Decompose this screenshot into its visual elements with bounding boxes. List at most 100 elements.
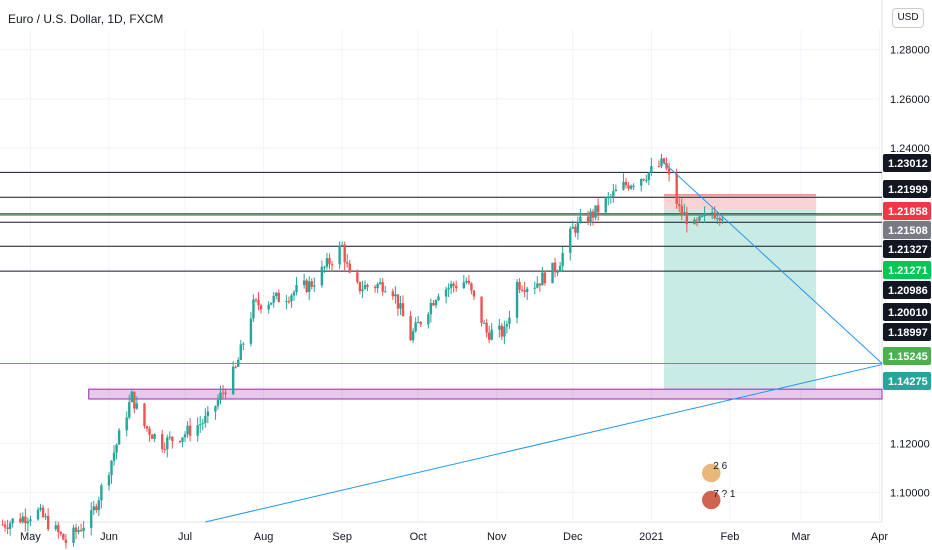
candle-body [330, 264, 334, 266]
x-tick-label: 2021 [639, 531, 663, 543]
event-count-label: 2 6 [713, 461, 727, 472]
candle-body [1, 524, 4, 526]
y-tick-label: 1.26000 [890, 94, 930, 106]
candle-body [310, 281, 313, 287]
x-tick-label: Nov [487, 531, 507, 543]
candle-body [713, 212, 716, 219]
candle-body [591, 211, 595, 218]
candle-body [133, 391, 136, 409]
candle-body [166, 437, 169, 450]
x-tick-label: Oct [410, 531, 427, 543]
price-tag [883, 281, 931, 299]
candle-body [378, 282, 382, 284]
candle-body [449, 283, 453, 288]
candle-body [366, 284, 369, 287]
x-tick-label: Feb [720, 531, 739, 543]
candle-body [219, 392, 222, 400]
candle-body [452, 283, 455, 286]
candle-body [503, 326, 506, 337]
candle-body [135, 403, 139, 409]
candle-body [381, 282, 384, 292]
candle-body [662, 158, 666, 164]
candle-body [553, 262, 557, 273]
candle-body [490, 329, 493, 340]
candle-body [36, 509, 40, 520]
candle-body [650, 166, 653, 173]
candle-body [188, 425, 192, 436]
candle-body [290, 295, 293, 302]
candle-body [409, 316, 412, 341]
price-tag [883, 323, 931, 341]
candle-body [130, 391, 133, 403]
candle-body [394, 294, 397, 297]
price-tag [883, 154, 931, 172]
y-tick-label: 1.12000 [890, 438, 930, 450]
candle-body [145, 426, 149, 429]
candle-body [627, 185, 630, 189]
candle-body [718, 218, 721, 221]
candle-body [693, 219, 696, 225]
candle-body [320, 266, 324, 286]
candle-body [277, 292, 280, 303]
candle-body [716, 218, 719, 220]
candle-body [614, 189, 618, 192]
currency-button[interactable]: USD [892, 8, 924, 28]
candle-body [508, 317, 511, 325]
candle-body [24, 516, 27, 524]
x-tick-label: Apr [871, 531, 888, 543]
candle-body [237, 359, 240, 367]
candle-body [558, 266, 562, 272]
candle-body [254, 299, 258, 301]
candle-body [275, 292, 278, 296]
candle-body [622, 181, 625, 190]
candle-body [396, 294, 400, 309]
price-tag-label: 1.14275 [888, 376, 928, 388]
candle-body [112, 452, 116, 461]
candle-body [117, 430, 121, 445]
candle-body [62, 534, 65, 540]
candle-body [536, 283, 539, 288]
candle-body [520, 289, 524, 291]
candle-body [556, 271, 559, 273]
candle-body [77, 530, 80, 532]
price-tag-label: 1.20986 [888, 285, 928, 297]
candle-body [363, 284, 367, 290]
candle-body [259, 305, 263, 310]
chart-title: Euro / U.S. Dollar, 1D, FXCM [8, 12, 164, 26]
x-tick-label: Mar [791, 531, 810, 543]
candle-body [391, 291, 395, 297]
candle-body [678, 203, 681, 206]
x-tick-label: Aug [254, 531, 274, 543]
price-tag [883, 202, 931, 220]
price-tag-label: 1.18997 [888, 327, 928, 339]
trendline [663, 162, 883, 364]
price-tag [883, 347, 931, 365]
candle-body [683, 212, 686, 214]
candle-body [685, 212, 689, 225]
candle-body [629, 185, 633, 189]
y-tick-label: 1.10000 [890, 487, 930, 499]
candle-body [574, 226, 577, 233]
candle-body [594, 205, 597, 218]
candle-body [128, 402, 131, 418]
candle-body [328, 258, 331, 265]
candle-body [571, 226, 574, 229]
candle-body [242, 343, 245, 345]
candle-body [313, 285, 316, 287]
candle-body [543, 272, 547, 284]
candle-body [348, 263, 351, 273]
candle-body [538, 283, 542, 286]
candle-body [470, 283, 473, 291]
candle-body [46, 516, 50, 530]
candle-body [231, 366, 235, 394]
candle-body [224, 392, 227, 394]
candle-body [525, 288, 529, 292]
candle-body [3, 524, 7, 528]
candle-body [551, 262, 554, 284]
candle-body [257, 299, 260, 306]
candle-body [150, 434, 154, 439]
candle-body [19, 518, 22, 523]
candle-body [647, 172, 651, 181]
candle-body [292, 292, 296, 296]
